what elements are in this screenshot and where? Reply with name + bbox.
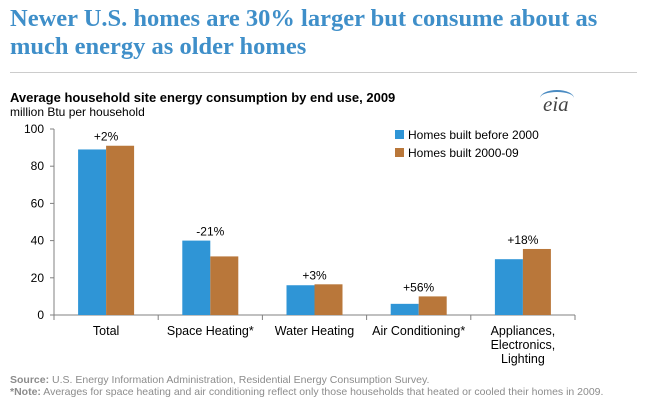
legend-swatch (395, 148, 404, 157)
headline: Newer U.S. homes are 30% larger but cons… (10, 5, 598, 60)
source-text: U.S. Energy Information Administration, … (49, 374, 430, 386)
category-label: Lighting (501, 352, 545, 366)
change-label: +3% (302, 268, 327, 282)
y-tick-label: 20 (31, 271, 45, 285)
note-text: Averages for space heating and air condi… (40, 386, 604, 398)
category-label: Water Heating (275, 324, 354, 338)
legend-label: Homes built before 2000 (408, 128, 539, 142)
source-note: Source: U.S. Energy Information Administ… (10, 374, 640, 386)
category-label: Space Heating* (167, 324, 254, 338)
category-label: Electronics, (491, 338, 556, 352)
eia-logo-text: eia (543, 92, 569, 116)
eia-logo: eia (540, 90, 580, 118)
y-axis-unit-label: million Btu per household (10, 105, 145, 119)
note-label: *Note: (10, 386, 41, 398)
footnote: *Note: Averages for space heating and ai… (10, 386, 640, 398)
y-tick-label: 60 (31, 196, 45, 210)
change-label: -21% (196, 225, 224, 239)
bar-2000-09 (418, 296, 447, 315)
eia-logo-arc (540, 90, 574, 106)
y-tick-label: 80 (31, 159, 45, 173)
bar-2000-09 (314, 284, 343, 315)
divider (10, 72, 637, 73)
chart-title: Average household site energy consumptio… (10, 90, 396, 105)
legend-swatch (395, 130, 404, 139)
category-label: Total (93, 324, 119, 338)
y-tick-label: 100 (24, 122, 44, 136)
change-label: +2% (94, 130, 119, 144)
category-label: Appliances, (491, 324, 556, 338)
bar-before-2000 (182, 240, 211, 315)
legend-label: Homes built 2000-09 (408, 146, 519, 160)
source-label: Source: (10, 374, 50, 386)
bar-before-2000 (390, 303, 419, 315)
y-tick-label: 40 (31, 234, 45, 248)
bar-2000-09 (522, 248, 551, 315)
bar-before-2000 (286, 285, 315, 315)
bar-before-2000 (78, 149, 107, 315)
chart-footer: Source: U.S. Energy Information Administ… (10, 374, 640, 398)
bar-2000-09 (106, 145, 135, 315)
y-tick-label: 0 (37, 308, 44, 322)
bar-2000-09 (210, 256, 239, 315)
bar-before-2000 (494, 259, 523, 315)
change-label: +18% (507, 233, 538, 247)
category-label: Air Conditioning* (372, 324, 465, 338)
change-label: +56% (403, 280, 434, 294)
